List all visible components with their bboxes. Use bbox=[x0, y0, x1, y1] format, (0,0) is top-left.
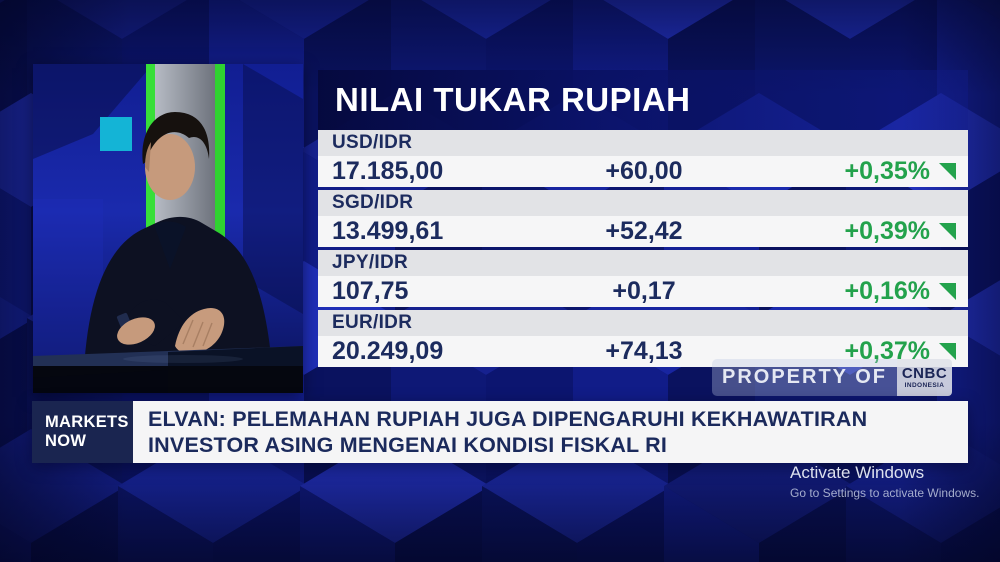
headline-banner: ELVAN: PELEMAHAN RUPIAH JUGA DIPENGARUHI… bbox=[133, 401, 968, 463]
left-hand bbox=[117, 317, 155, 345]
lower-third: MARKETS NOW ELVAN: PELEMAHAN RUPIAH JUGA… bbox=[32, 401, 968, 463]
percent-text: +0,16% bbox=[844, 277, 931, 305]
studio-desk bbox=[33, 346, 303, 393]
guest-speaker-video bbox=[33, 64, 303, 393]
percent-text: +0,35% bbox=[844, 157, 931, 185]
rate-row-sgd-idr: SGD/IDR 13.499,61 +52,42 +0,39% bbox=[318, 190, 968, 247]
rate-value: 13.499,61 bbox=[332, 217, 444, 245]
cnbc-logo-subtext: INDONESIA bbox=[904, 381, 945, 389]
currency-pair-label: SGD/IDR bbox=[318, 190, 968, 216]
exchange-rate-panel: NILAI TUKAR RUPIAH USD/IDR 17.185,00 +60… bbox=[318, 70, 968, 367]
rate-percent: +0,39% bbox=[844, 217, 956, 246]
rate-row-usd-idr: USD/IDR 17.185,00 +60,00 +0,35% bbox=[318, 130, 968, 187]
green-light-strip-left bbox=[146, 64, 155, 356]
studio-scene bbox=[33, 64, 303, 393]
panel-title: NILAI TUKAR RUPIAH bbox=[318, 70, 968, 130]
exchange-rate-table: USD/IDR 17.185,00 +60,00 +0,35% SGD/IDR … bbox=[318, 130, 968, 367]
green-light-strip-right bbox=[215, 64, 225, 356]
activate-windows-title: Activate Windows bbox=[790, 463, 925, 482]
currency-pair-label: JPY/IDR bbox=[318, 250, 968, 276]
markets-now-badge: MARKETS NOW bbox=[32, 401, 133, 463]
rate-change: +52,42 bbox=[605, 217, 683, 245]
trend-triangle-icon bbox=[939, 163, 956, 180]
rate-row-jpy-idr: JPY/IDR 107,75 +0,17 +0,16% bbox=[318, 250, 968, 307]
currency-pair-label: EUR/IDR bbox=[318, 310, 968, 336]
rate-value: 107,75 bbox=[332, 277, 409, 305]
cnbc-indonesia-logo: CNBC INDONESIA bbox=[897, 359, 952, 396]
cnbc-logo-text: CNBC bbox=[901, 365, 948, 383]
rate-row-eur-idr: EUR/IDR 20.249,09 +74,13 +0,37% bbox=[318, 310, 968, 367]
rate-change: +60,00 bbox=[605, 157, 683, 185]
currency-pair-label: USD/IDR bbox=[318, 130, 968, 156]
trend-triangle-icon bbox=[939, 223, 956, 240]
rate-change: +74,13 bbox=[605, 337, 683, 365]
rate-value: 17.185,00 bbox=[332, 157, 444, 185]
rate-percent: +0,35% bbox=[844, 157, 956, 186]
watermark-label: PROPERTY OF bbox=[712, 359, 897, 396]
badge-line1: MARKETS bbox=[45, 413, 129, 432]
rate-percent: +0,16% bbox=[844, 277, 956, 306]
property-watermark: PROPERTY OF CNBC INDONESIA bbox=[712, 359, 952, 396]
rate-change: +0,17 bbox=[612, 277, 676, 305]
trend-triangle-icon bbox=[939, 343, 956, 360]
rate-value: 20.249,09 bbox=[332, 337, 444, 365]
activate-windows-subtitle: Go to Settings to activate Windows. bbox=[790, 486, 980, 500]
trend-triangle-icon bbox=[939, 283, 956, 300]
percent-text: +0,39% bbox=[844, 217, 931, 245]
badge-line2: NOW bbox=[45, 432, 87, 450]
cyan-wall-square bbox=[100, 117, 132, 151]
activate-windows-toast: Activate Windows Go to Settings to activ… bbox=[790, 463, 979, 500]
